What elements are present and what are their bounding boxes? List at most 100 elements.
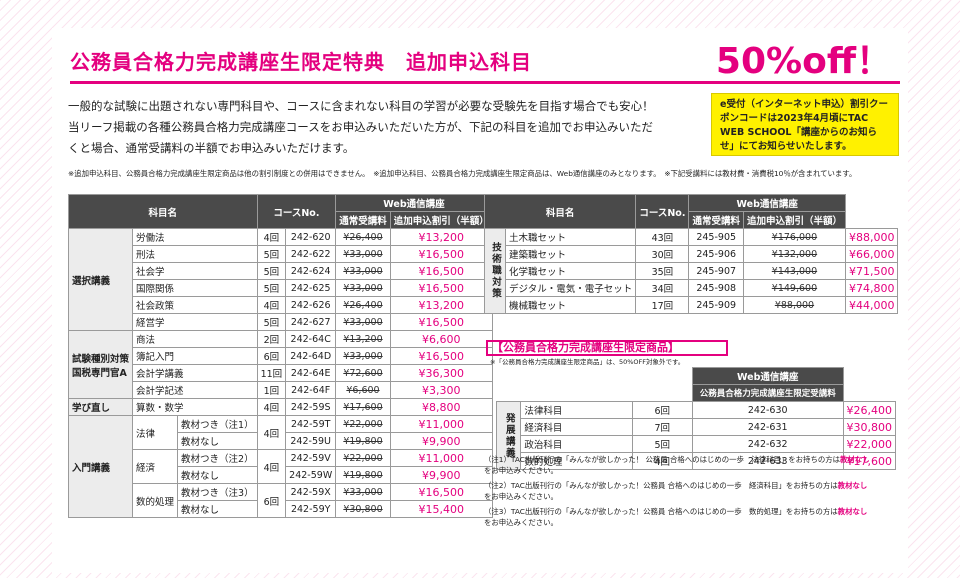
material-option: 教材なし bbox=[177, 466, 258, 484]
table-row: 政治科目 5回 242-632 ¥22,000 bbox=[497, 435, 896, 453]
limited-note: ※「公務員合格力完成講座生限定商品」は、50%OFF対象外です。 bbox=[490, 358, 685, 366]
table-row: 機械職セット 17回 245-909 ¥88,000 ¥44,000 bbox=[485, 296, 899, 314]
course-no: 242-59W bbox=[285, 466, 337, 484]
course-no: 242-630 bbox=[691, 401, 844, 419]
course-no-header: コースNo. bbox=[635, 194, 690, 229]
note-item: （注3）TAC出版刊行の「みんなが欲しかった！公務員 合格へのはじめの一歩 数的… bbox=[484, 506, 896, 528]
discount-fee: ¥6,600 bbox=[389, 330, 493, 348]
material-option: 教材つき（注1） bbox=[177, 415, 258, 433]
limited-fee: ¥26,400 bbox=[842, 401, 896, 419]
note-text: をお申込みください。 bbox=[484, 466, 558, 475]
table-row: 経営学 5回 242-627 ¥33,000 ¥16,500 bbox=[69, 313, 493, 331]
session-count: 4回 bbox=[256, 296, 287, 314]
normal-fee: ¥33,000 bbox=[335, 279, 391, 297]
normal-fee-header: 通常受講料 bbox=[335, 211, 391, 229]
session-count: 1回 bbox=[256, 381, 287, 399]
subject-name: 機械職セット bbox=[504, 296, 637, 314]
group-subname: 国税専門官A bbox=[72, 367, 127, 379]
normal-fee: ¥19,800 bbox=[335, 466, 391, 484]
table-row: 化学職セット 35回 245-907 ¥143,000 ¥71,500 bbox=[485, 262, 899, 280]
tech-table: 科目名 コースNo. Web通信講座 通常受講料 追加申込割引（半額） 技術職対… bbox=[483, 194, 899, 314]
course-no: 242-59V bbox=[285, 449, 337, 467]
normal-fee: ¥30,800 bbox=[335, 500, 391, 518]
session-count: 4回 bbox=[256, 415, 287, 450]
table-row: 建築職セット 30回 245-906 ¥132,000 ¥66,000 bbox=[485, 245, 899, 263]
group-name: 学び直し bbox=[72, 403, 111, 414]
course-no: 242-622 bbox=[285, 245, 337, 263]
course-no: 242-632 bbox=[691, 435, 844, 453]
course-no: 242-59S bbox=[285, 398, 337, 416]
normal-fee: ¥72,600 bbox=[335, 364, 391, 382]
subject-name: 経済 bbox=[132, 449, 179, 484]
limited-price-header: 公務員合格力完成講座生限定受講料 bbox=[691, 384, 844, 402]
note-item: （注1）TAC出版刊行の「みんなが欲しかった！ 公務員 合格へのはじめの一歩 法… bbox=[484, 454, 896, 476]
subjects-table: 科目名 コースNo. Web通信講座 通常受講料 追加申込割引（半額） 選択講義… bbox=[67, 194, 493, 518]
subject-name: 会計学記述 bbox=[132, 381, 258, 399]
discount-fee-header: 追加申込割引（半額） bbox=[389, 211, 493, 229]
discount-fee: ¥16,500 bbox=[389, 262, 493, 280]
course-no: 242-620 bbox=[285, 228, 337, 246]
session-count: 17回 bbox=[635, 296, 690, 314]
note-text: をお申込みください。 bbox=[484, 518, 558, 527]
course-no: 245-908 bbox=[688, 279, 744, 297]
discount-fee: ¥88,000 bbox=[844, 228, 899, 246]
session-count: 5回 bbox=[256, 313, 287, 331]
session-count: 4回 bbox=[256, 228, 287, 246]
table-row: 経済科目 7回 242-631 ¥30,800 bbox=[497, 418, 896, 436]
subject-name: 労働法 bbox=[132, 228, 258, 246]
group-label: 選択講義 bbox=[67, 228, 134, 331]
discount-fee-header: 追加申込割引（半額） bbox=[742, 211, 846, 229]
normal-fee: ¥143,000 bbox=[742, 262, 846, 280]
session-count: 7回 bbox=[631, 418, 693, 436]
web-header: Web通信講座 bbox=[688, 194, 846, 212]
normal-fee: ¥26,400 bbox=[335, 228, 391, 246]
normal-fee: ¥13,200 bbox=[335, 330, 391, 348]
material-option: 教材なし bbox=[177, 432, 258, 450]
discount-fee: ¥11,000 bbox=[389, 415, 493, 433]
discount-fee: ¥13,200 bbox=[389, 228, 493, 246]
discount-fee: ¥66,000 bbox=[844, 245, 899, 263]
subject-name: 化学職セット bbox=[504, 262, 637, 280]
note-text: （注1）TAC出版刊行の「みんなが欲しかった！ 公務員 合格へのはじめの一歩 法… bbox=[484, 455, 841, 464]
intro-line: 一般的な試験に出題されない専門科目や、コースに含まれない科目の学習が必要な受験先… bbox=[68, 99, 654, 113]
intro-text: 一般的な試験に出題されない専門科目や、コースに含まれない科目の学習が必要な受験先… bbox=[68, 96, 708, 159]
intro-line: 当リーフ掲載の各種公務員合格力完成講座コースをお申込みいただいた方が、下記の科目… bbox=[68, 120, 653, 134]
course-no: 242-64D bbox=[285, 347, 337, 365]
subject-name: 法律 bbox=[132, 415, 179, 450]
normal-fee: ¥22,000 bbox=[335, 415, 391, 433]
course-no: 242-64E bbox=[285, 364, 337, 382]
course-no: 242-59T bbox=[285, 415, 337, 433]
discount-fee: ¥74,800 bbox=[844, 279, 899, 297]
web-header: Web通信講座 bbox=[335, 194, 493, 212]
intro-line: くと場合、通常受講料の半額でお申込みいただけます。 bbox=[68, 141, 355, 155]
table-row: 国際関係 5回 242-625 ¥33,000 ¥16,500 bbox=[69, 279, 493, 297]
session-count: 2回 bbox=[256, 330, 287, 348]
subject-header: 科目名 bbox=[68, 194, 258, 229]
table-row: 社会政策 4回 242-626 ¥26,400 ¥13,200 bbox=[69, 296, 493, 314]
subject-name: 刑法 bbox=[132, 245, 258, 263]
material-option: 教材つき（注3） bbox=[177, 483, 258, 501]
table-row: 発展講義 法律科目 6回 242-630 ¥26,400 bbox=[495, 401, 896, 470]
course-no: 242-64F bbox=[285, 381, 337, 399]
subject-name: 建築職セット bbox=[504, 245, 637, 263]
normal-fee: ¥33,000 bbox=[335, 245, 391, 263]
page-title: 公務員合格力完成講座生限定特典 追加申込科目 50%off！ bbox=[70, 34, 900, 84]
limited-fee: ¥17,600 bbox=[842, 452, 896, 470]
normal-fee: ¥176,000 bbox=[742, 228, 846, 246]
note-highlight: 教材なし bbox=[837, 507, 868, 516]
table-row: 入門講義 法律 教材つき（注1） 4回 242-59T ¥22,000 ¥11,000 bbox=[67, 415, 493, 518]
normal-fee: ¥132,000 bbox=[742, 245, 846, 263]
table-row: 教材なし 242-59W ¥19,800 ¥9,900 bbox=[69, 466, 493, 484]
subject-name: 土木職セット bbox=[504, 228, 637, 246]
normal-fee-header: 通常受講料 bbox=[688, 211, 744, 229]
footnote: ※追加申込科目、公務員合格力完成講座生限定商品は他の割引制度との併用はできません… bbox=[68, 169, 857, 178]
group-label: 発展講義 bbox=[495, 401, 522, 470]
table-row: 社会学 5回 242-624 ¥33,000 ¥16,500 bbox=[69, 262, 493, 280]
table-row: 試験種別対策 国税専門官A 商法 2回 242-64C ¥13,200 ¥6,600 bbox=[67, 330, 493, 399]
note-text: をお申込みください。 bbox=[484, 492, 558, 501]
subject-name: 数的処理 bbox=[132, 483, 179, 518]
discount-fee: ¥15,400 bbox=[389, 500, 493, 518]
session-count: 6回 bbox=[256, 483, 287, 518]
discount-fee: ¥9,900 bbox=[389, 432, 493, 450]
group-label: 学び直し bbox=[67, 398, 134, 416]
